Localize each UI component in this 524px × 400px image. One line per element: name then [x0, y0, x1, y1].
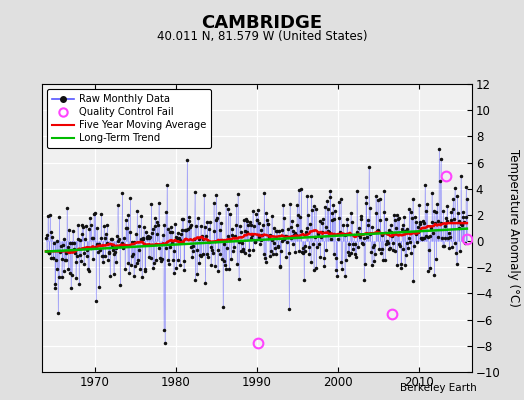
Legend: Raw Monthly Data, Quality Control Fail, Five Year Moving Average, Long-Term Tren: Raw Monthly Data, Quality Control Fail, …: [47, 89, 211, 148]
Y-axis label: Temperature Anomaly (°C): Temperature Anomaly (°C): [507, 149, 520, 307]
Text: Berkeley Earth: Berkeley Earth: [400, 383, 477, 393]
Text: 40.011 N, 81.579 W (United States): 40.011 N, 81.579 W (United States): [157, 30, 367, 43]
Text: CAMBRIDGE: CAMBRIDGE: [201, 14, 323, 32]
